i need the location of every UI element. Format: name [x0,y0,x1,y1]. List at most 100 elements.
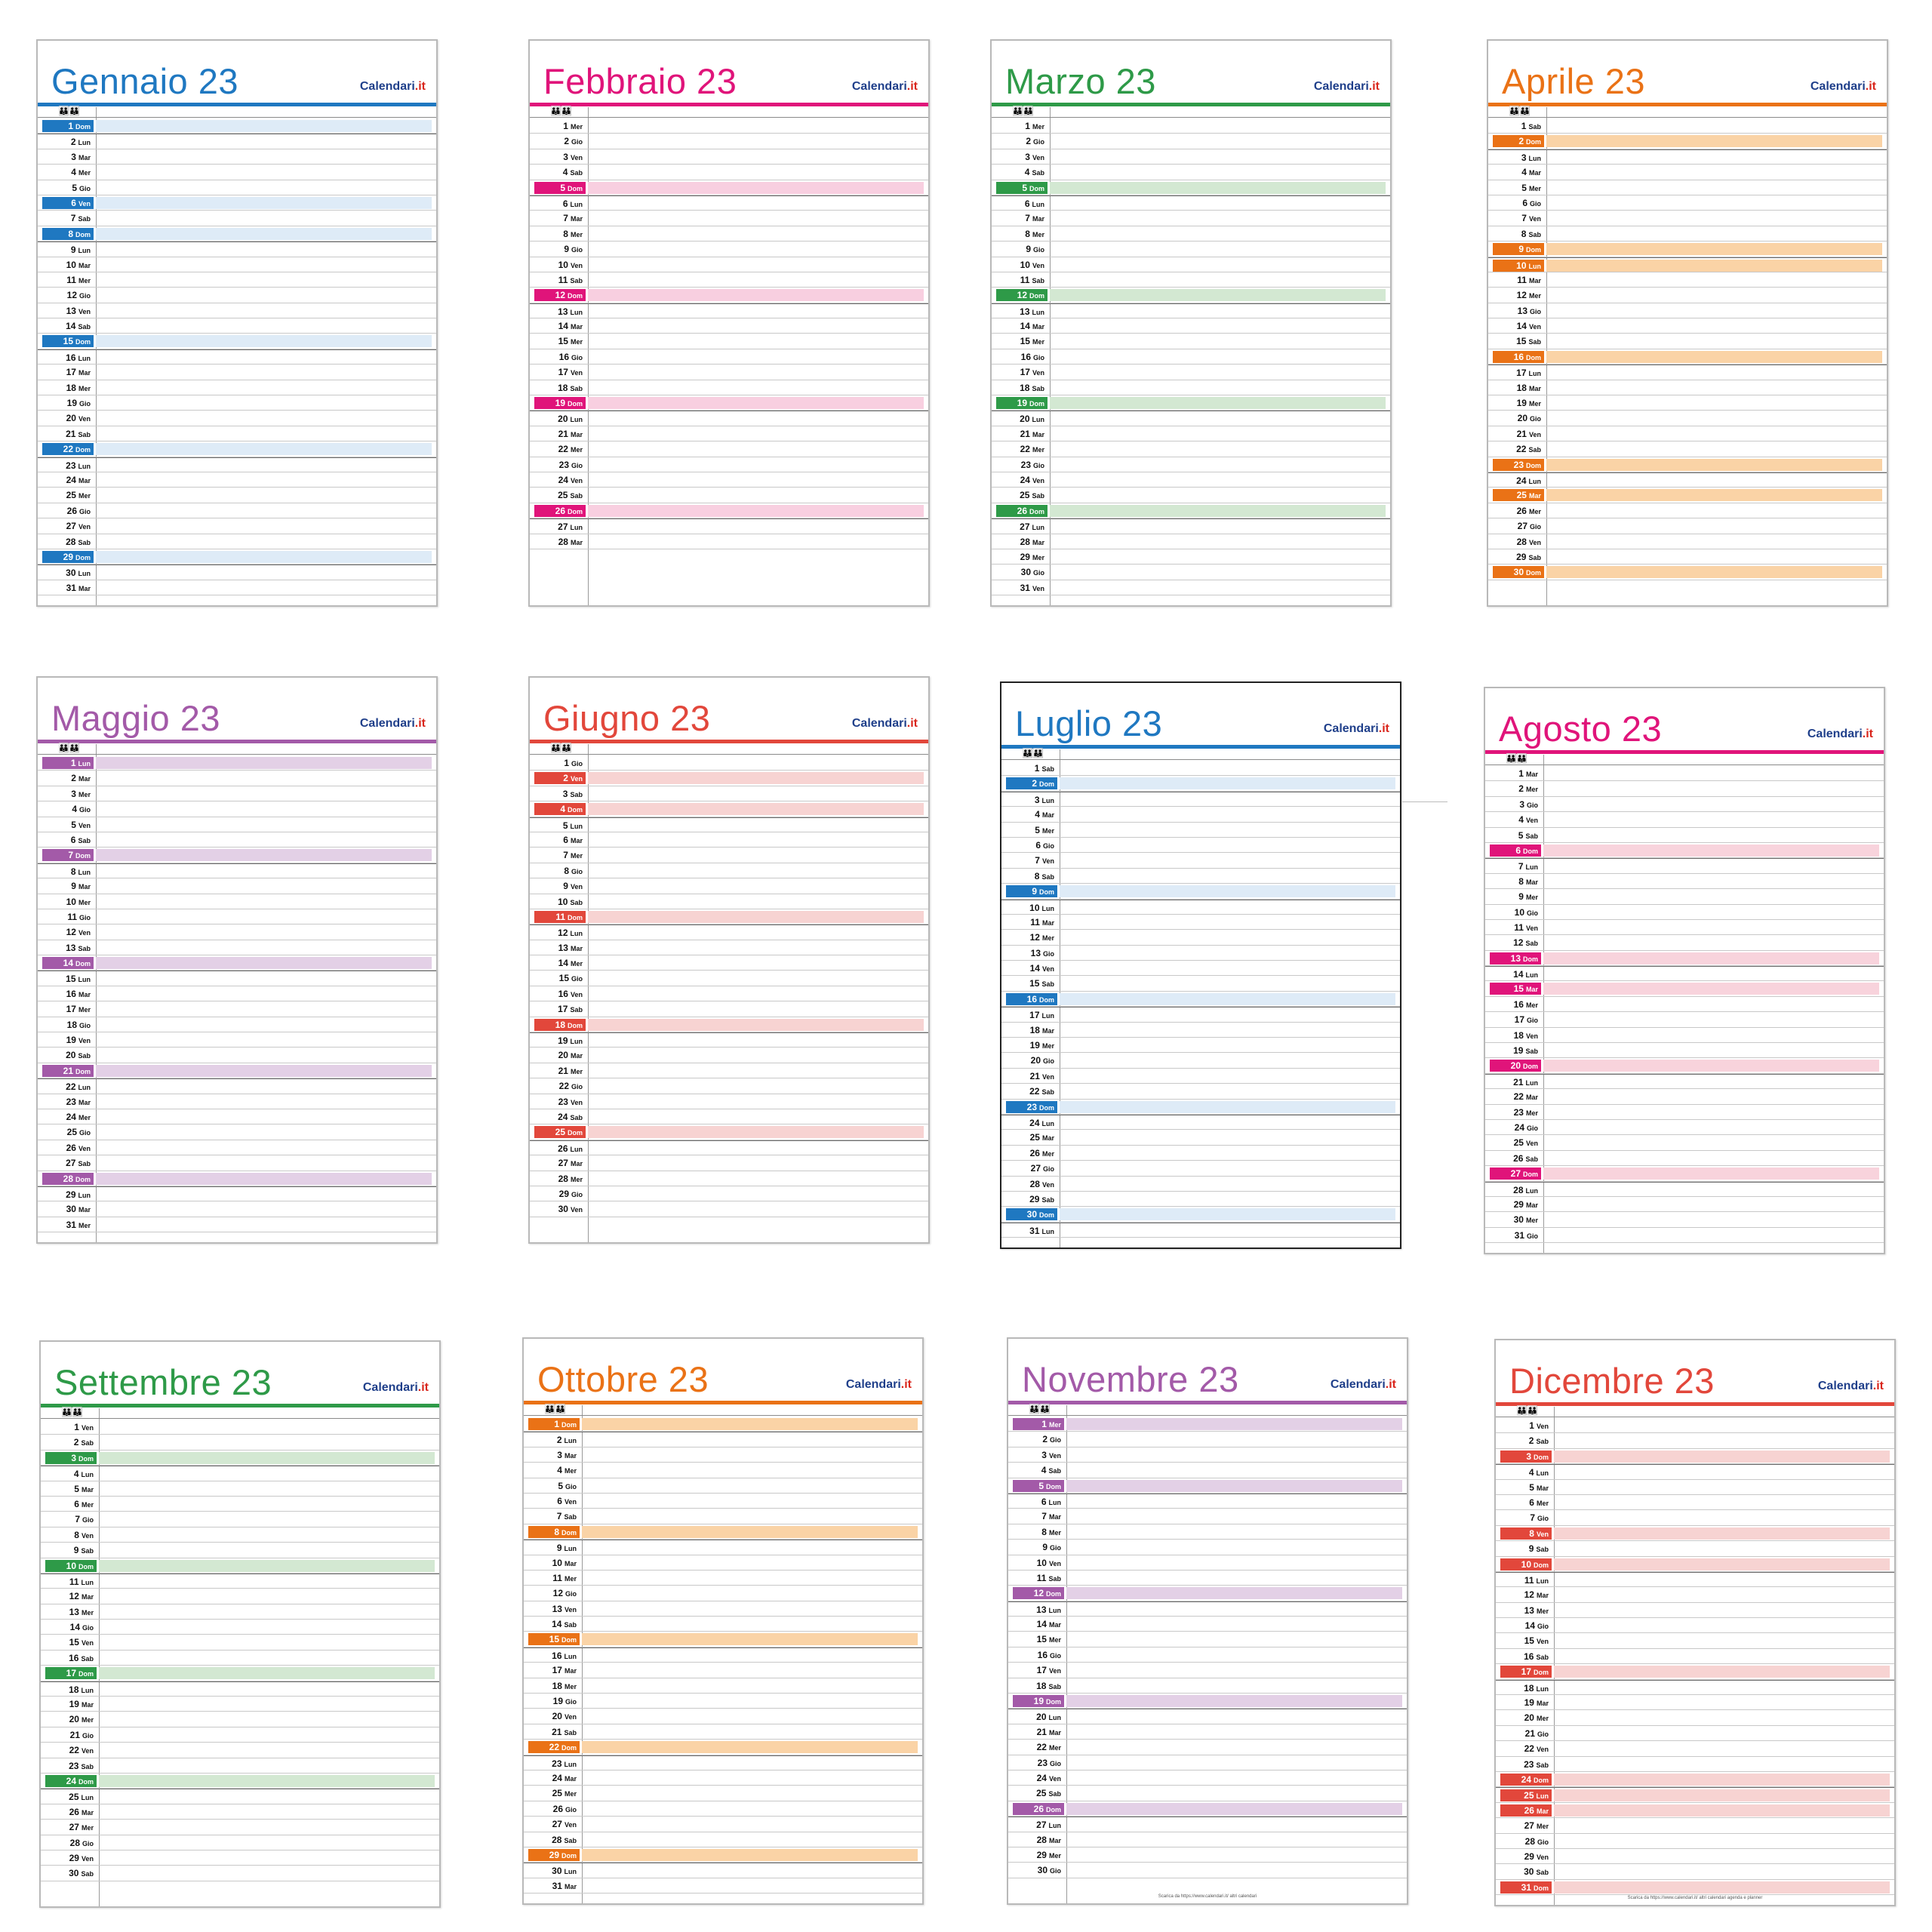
day-label: 6 Lun [1013,1496,1064,1508]
day-label: 9 Gio [996,243,1048,255]
day-label: 25 Gio [42,1126,94,1138]
weekday: Mer [78,492,91,500]
weekday: Sab [1525,1048,1538,1056]
weekday: Gio [1527,909,1538,917]
weekday: Dom [561,1851,577,1860]
day-label: 25 Mer [42,489,94,501]
weekday: Ven [570,883,583,891]
weekday: Mar [1041,1134,1054,1143]
day-label: 20 Gio [1006,1054,1057,1066]
day-row: 22 Dom [38,441,436,457]
day-row: 8 Gio [530,863,928,879]
day-label: 16 Mar [42,988,94,1000]
day-label: 22 Lun [42,1081,94,1093]
weekday: Mar [1048,1621,1061,1629]
weekday: Sab [1041,872,1054,881]
day-label: 3 Ven [1013,1449,1064,1461]
day-grid: 👪👪 1 Mer 2 Gio 3 Ven 4 Sab 5 Dom 6 Lun 7 Mar 8 Mer 9 Gio 10… [530,106,928,605]
weekday: Gio [1537,1730,1549,1738]
day-number: 20 [1510,1060,1521,1072]
day-number: 13 [66,305,76,316]
holiday-band [1543,983,1879,995]
day-number: 1 [1518,768,1524,779]
day-row: 21 Sab [38,426,436,442]
day-number: 23 [69,1760,79,1771]
day-number: 21 [1020,428,1030,439]
day-row: 12 Sab [1485,935,1884,951]
day-row: 6 Lun [1008,1493,1407,1509]
day-row: 15 Ven [41,1635,439,1651]
day-label: 6 Mer [45,1498,97,1510]
day-row: 7 Sab [524,1509,922,1524]
day-number: 17 [1029,1010,1040,1021]
day-row: 2 Sab [41,1435,439,1451]
day-number: 7 [1530,1512,1535,1524]
day-row: 18 Sab [992,380,1390,396]
weekday: Sab [78,538,91,546]
day-row: 1 Dom [38,118,436,134]
header-rule [524,1401,922,1404]
weekday: Mer [78,276,91,285]
day-list: 1 Mer 2 Gio 3 Ven 4 Sab 5 Dom 6 Lun 7 Mar 8 Mer 9 Gio 10 Ve… [992,118,1390,596]
brand-name: Calendari [359,717,415,730]
month-title: Ottobre 23 [537,1359,709,1399]
day-label: 27 Dom [1490,1168,1541,1180]
day-label: 13 Gio [1006,947,1057,959]
day-row: 29 Dom [524,1847,922,1863]
weekday: Sab [564,1728,577,1737]
weekday: Ven [1048,1559,1061,1567]
day-label: 10 Dom [1500,1558,1552,1571]
day-label: 30 Dom [1493,566,1544,579]
day-label: 4 Lun [45,1468,97,1480]
weekday: Mar [1536,1592,1549,1600]
page-footnote: Scarica da https://www.calendari.it/ alt… [1627,1896,1763,1900]
day-row: 7 Ven [1488,211,1887,226]
day-number: 13 [558,306,568,317]
month-title: Agosto 23 [1499,709,1663,749]
day-row: 27 Dom [1485,1166,1884,1182]
day-number: 5 [71,819,76,830]
weekday: Mar [564,1882,577,1890]
weekday: Lun [570,524,583,532]
day-label: 21 Mer [534,1065,586,1077]
weekday: Ven [1032,476,1044,485]
month-page: Agosto 23 Calendari.it 👪👪 1 Mar 2 Mer 3 Gio 4 Ven 5… [1484,687,1885,1254]
holiday-band [1554,1773,1890,1786]
day-grid: 👪👪 1 Sab 2 Dom 3 Lun 4 Mar 5 Mer 6 Gio 7 Ven 8 Sab 9 Dom 10… [1001,748,1400,1247]
day-row: 28 Sab [524,1832,922,1847]
day-number: 2 [71,773,76,784]
day-label: 11 Lun [1500,1574,1552,1586]
day-label: 15 Mer [1013,1633,1064,1645]
day-row: 20 Mar [530,1048,928,1063]
day-number: 10 [66,259,76,270]
day-label: 30 Lun [42,567,94,579]
weekday: Mar [78,1098,91,1106]
brand-suffix: .it [414,717,426,730]
day-row: 5 Gio [524,1478,922,1494]
day-row: 27 Gio [1488,518,1887,534]
holiday-band [1066,1479,1402,1492]
month-title: Febbraio 23 [543,61,737,101]
weekday: Ven [564,1713,577,1721]
day-label: 17 Dom [1500,1666,1552,1678]
day-label: 10 Mar [42,259,94,271]
day-number: 5 [1529,1481,1534,1493]
weekday: Lun [1536,1577,1549,1585]
day-row: 11 Mar [1488,272,1887,288]
day-label: 10 Ven [996,259,1048,271]
weekday: Ven [1048,1667,1061,1675]
brand-suffix: .it [414,80,426,93]
weekday: Dom [1534,1884,1549,1892]
day-label: 28 Sab [42,536,94,548]
weekday: Sab [78,323,91,331]
day-row: 6 Lun [992,195,1390,211]
day-number: 24 [66,474,76,485]
day-row: 30 Gio [1008,1863,1407,1878]
day-row: 11 Lun [1496,1571,1894,1588]
weekday: Dom [1029,400,1044,408]
day-row: 1 Sab [1488,118,1887,134]
day-number: 16 [552,1650,562,1661]
day-label: 27 Gio [1493,520,1544,532]
day-number: 1 [1041,1419,1047,1429]
day-label: 1 Gio [534,757,586,769]
